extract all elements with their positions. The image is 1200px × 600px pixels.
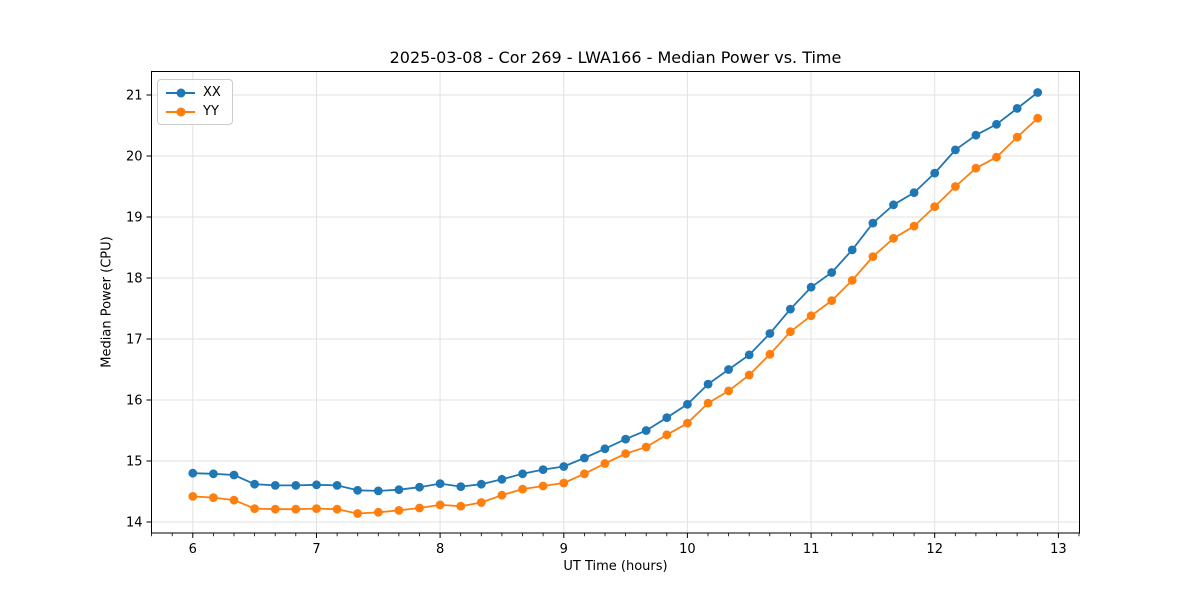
- x-tick-label: 8: [436, 542, 444, 557]
- chart-title: 2025-03-08 - Cor 269 - LWA166 - Median P…: [389, 48, 842, 67]
- y-tick-label: 17: [126, 333, 143, 348]
- y-tick-label: 14: [126, 516, 143, 531]
- legend: XX YY: [157, 79, 233, 125]
- x-axis-minor-ticks: [151, 533, 1080, 537]
- y-axis-label: Median Power (CPU): [99, 236, 115, 368]
- legend-item-xx: XX: [166, 85, 221, 100]
- y-tick-label: 15: [126, 455, 143, 470]
- x-tick-label: 12: [926, 542, 943, 557]
- x-tick-label: 10: [679, 542, 696, 557]
- legend-line-marker-icon: [166, 86, 195, 99]
- y-tick-label: 19: [126, 211, 143, 226]
- series-line-yy: [192, 117, 1039, 515]
- y-axis-ticks: 14 15 16 17 18 19 20 21: [126, 89, 152, 531]
- x-axis-ticks: 6 7 8 9 10 11 12 13: [189, 533, 1067, 557]
- x-axis-label: UT Time (hours): [563, 559, 668, 574]
- y-tick-label: 18: [126, 272, 143, 287]
- series-line-xx: [192, 91, 1039, 492]
- legend-line-marker-icon: [166, 105, 195, 118]
- y-tick-label: 16: [126, 394, 143, 409]
- legend-label-xx: XX: [203, 85, 221, 100]
- x-tick-label: 11: [803, 542, 820, 557]
- legend-item-yy: YY: [166, 104, 221, 119]
- x-tick-label: 7: [312, 542, 320, 557]
- series-points-xx: [188, 88, 1043, 496]
- y-tick-label: 21: [126, 89, 143, 104]
- plot-frame: [151, 71, 1080, 534]
- x-tick-label: 6: [189, 542, 197, 557]
- legend-label-yy: YY: [203, 104, 219, 119]
- grid: [151, 71, 1080, 533]
- x-tick-label: 9: [560, 542, 568, 557]
- series-points-yy: [188, 113, 1043, 518]
- x-tick-label: 13: [1050, 542, 1067, 557]
- y-tick-label: 20: [126, 150, 143, 165]
